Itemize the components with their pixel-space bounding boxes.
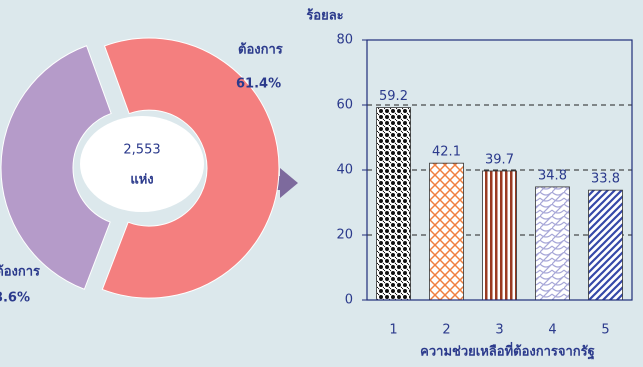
value-label: 39.7	[485, 152, 514, 167]
value-label: 34.8	[538, 168, 567, 183]
x-tick-label: 1	[389, 323, 397, 338]
segment-label: ต้องการ	[238, 42, 283, 58]
y-tick-label: 20	[336, 228, 353, 243]
bar	[588, 189, 623, 301]
x-axis-title: ความช่วยเหลือที่ต้องการจากรัฐ	[420, 342, 595, 361]
y-tick-label: 0	[345, 293, 353, 308]
donut-segment	[0, 45, 112, 290]
segment-value: 61.4%	[236, 77, 281, 92]
donut-segment	[101, 37, 280, 299]
donut-center	[80, 116, 204, 212]
x-tick-label: 3	[495, 323, 503, 338]
bar	[429, 162, 464, 301]
y-tick-label: 40	[336, 163, 353, 178]
value-label: 59.2	[379, 89, 408, 104]
center-unit: แห่ง	[130, 173, 153, 188]
arrow	[262, 168, 298, 198]
center-text: 2,553	[123, 143, 160, 158]
bar	[376, 107, 411, 301]
plot-frame	[366, 39, 633, 301]
y-axis-title: ร้อยละ	[306, 8, 343, 24]
y-tick-label: 80	[336, 33, 353, 48]
segment-value: 38.6%	[0, 291, 30, 306]
bar	[535, 186, 570, 301]
x-tick-label: 4	[548, 323, 556, 338]
x-tick-label: 2	[442, 323, 450, 338]
value-label: 33.8	[591, 172, 620, 187]
value-label: 42.1	[432, 145, 461, 160]
segment-label: ไม่ต้องการ	[0, 263, 40, 280]
bar	[482, 170, 517, 301]
y-tick-label: 60	[336, 98, 353, 113]
x-tick-label: 5	[601, 323, 609, 338]
